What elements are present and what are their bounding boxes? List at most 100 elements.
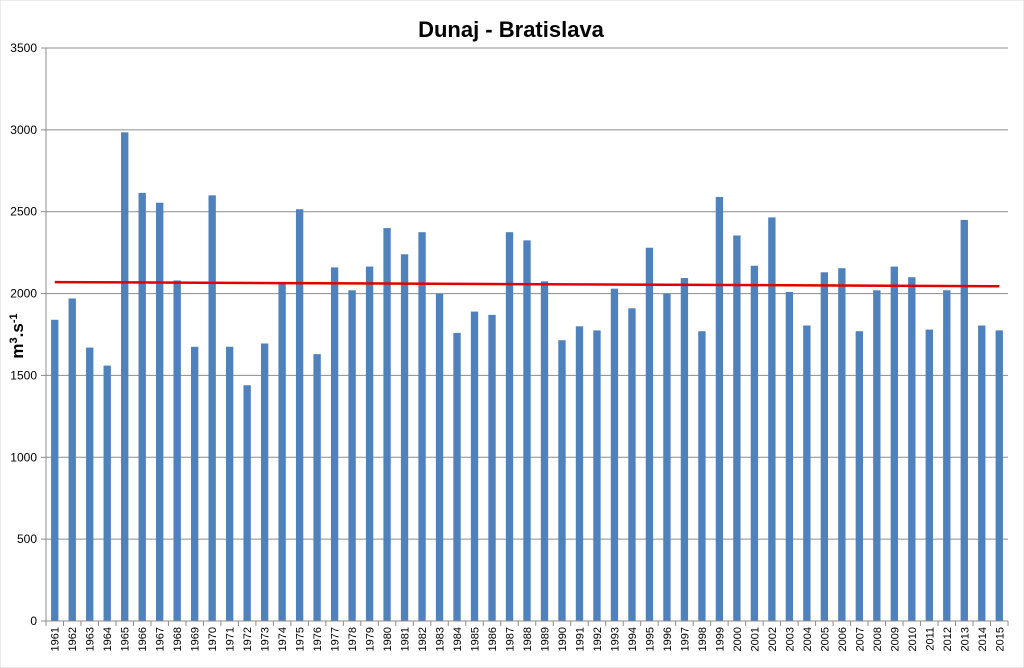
bar: [750, 265, 759, 621]
bar: [925, 329, 933, 621]
x-tick-label: 1977: [330, 627, 342, 651]
x-tick-label: 1998: [697, 627, 709, 651]
x-tick-label: 1972: [242, 627, 254, 651]
bar: [173, 280, 181, 621]
x-tick-label: 2009: [889, 627, 901, 651]
x-tick-label: 1999: [714, 627, 726, 651]
x-tick-label: 2014: [977, 627, 989, 651]
x-tick-label: 2010: [907, 627, 919, 651]
x-tick-label: 1987: [505, 627, 517, 651]
bar: [715, 196, 724, 622]
bar: [86, 347, 94, 621]
x-tick-label: 1981: [400, 627, 412, 651]
x-tick-label: 1980: [382, 627, 394, 651]
x-tick-label: 1975: [295, 627, 307, 651]
bar: [225, 346, 234, 621]
bar: [733, 235, 741, 621]
x-tick-label: 1967: [155, 627, 167, 651]
bar: [890, 266, 898, 621]
bar: [803, 325, 811, 621]
bar: [505, 232, 514, 621]
bar: [645, 247, 654, 621]
x-tick-label: 2015: [994, 627, 1006, 651]
bar: [453, 332, 461, 621]
bar: [470, 311, 479, 621]
x-tick-label: 2004: [802, 627, 814, 651]
y-axis-ticks: 0 500 1000 1500 2000 2500 3000 3500: [10, 41, 46, 628]
bar: [943, 290, 951, 621]
x-tick-label: 2003: [784, 627, 796, 651]
x-tick-label: 2012: [942, 627, 954, 651]
x-tick-label: 2000: [732, 627, 744, 651]
x-tick-label: 1985: [470, 627, 482, 651]
x-tick-label: 1963: [85, 627, 97, 651]
x-tick-label: 2013: [959, 627, 971, 651]
bar: [523, 240, 531, 621]
bar: [820, 272, 829, 621]
x-tick-label: 2006: [837, 627, 849, 651]
x-tick-label: 1989: [539, 627, 551, 651]
y-axis-label-mid: .s: [8, 323, 27, 337]
y-tick-label: 2000: [10, 287, 37, 301]
bar: [838, 268, 846, 621]
bar: [103, 365, 111, 621]
x-tick-label: 1996: [662, 627, 674, 651]
x-axis-ticks: 1961 1962 1963 1964 1965 1966 1967 1968 1969 1970…: [45, 621, 1009, 651]
y-tick-label: 1000: [10, 450, 37, 464]
x-tick-label: 2008: [872, 627, 884, 651]
y-axis-label: m3.s-1: [8, 313, 27, 358]
y-tick-label: 2500: [10, 205, 37, 219]
y-axis-label-sup1: 3: [8, 337, 20, 343]
x-tick-label: 1992: [592, 627, 604, 651]
bar: [995, 330, 1003, 621]
bar: [418, 232, 426, 621]
x-tick-label: 1988: [522, 627, 534, 651]
y-axis-label-sup2: -1: [8, 313, 20, 323]
bar: [295, 209, 304, 621]
y-tick-label: 3500: [10, 41, 37, 55]
x-tick-label: 1968: [172, 627, 184, 651]
y-axis-label-base: m: [8, 343, 27, 358]
chart-title: Dunaj - Bratislava: [418, 17, 605, 42]
x-tick-label: 1961: [50, 627, 62, 651]
x-tick-label: 1974: [277, 627, 289, 651]
x-tick-label: 1983: [435, 627, 447, 651]
bar: [435, 293, 444, 621]
bar: [628, 308, 636, 621]
y-tick-label: 1500: [10, 368, 37, 382]
x-tick-label: 1991: [574, 627, 586, 651]
bar: [558, 340, 566, 621]
bar: [208, 195, 216, 622]
x-tick-label: 1994: [627, 627, 639, 651]
x-tick-label: 2001: [749, 627, 761, 651]
bar: [68, 298, 76, 621]
bar: [610, 288, 619, 621]
x-tick-label: 1997: [679, 627, 691, 651]
x-tick-label: 2007: [854, 627, 866, 651]
bar: [575, 326, 584, 621]
bar: [785, 291, 794, 621]
bar: [488, 314, 496, 621]
trend-line: [54, 280, 1000, 288]
x-tick-label: 1966: [137, 627, 149, 651]
x-tick-label: 1984: [452, 627, 464, 651]
x-tick-label: 1990: [557, 627, 569, 651]
bar: [243, 385, 251, 621]
x-tick-label: 1979: [365, 627, 377, 651]
bar: [348, 290, 356, 621]
bar: [260, 343, 269, 621]
bar: [978, 325, 986, 621]
x-tick-label: 1986: [487, 627, 499, 651]
bar: [855, 331, 864, 621]
bar: [698, 331, 706, 621]
bar: [383, 228, 391, 622]
x-tick-label: 1993: [609, 627, 621, 651]
axes: [45, 48, 1008, 622]
bars: [51, 132, 1003, 622]
x-tick-label: 2005: [819, 627, 831, 651]
bar: [593, 330, 601, 621]
trend-line-group: [54, 280, 1000, 288]
x-tick-label: 1965: [120, 627, 132, 651]
bar: [908, 277, 916, 621]
